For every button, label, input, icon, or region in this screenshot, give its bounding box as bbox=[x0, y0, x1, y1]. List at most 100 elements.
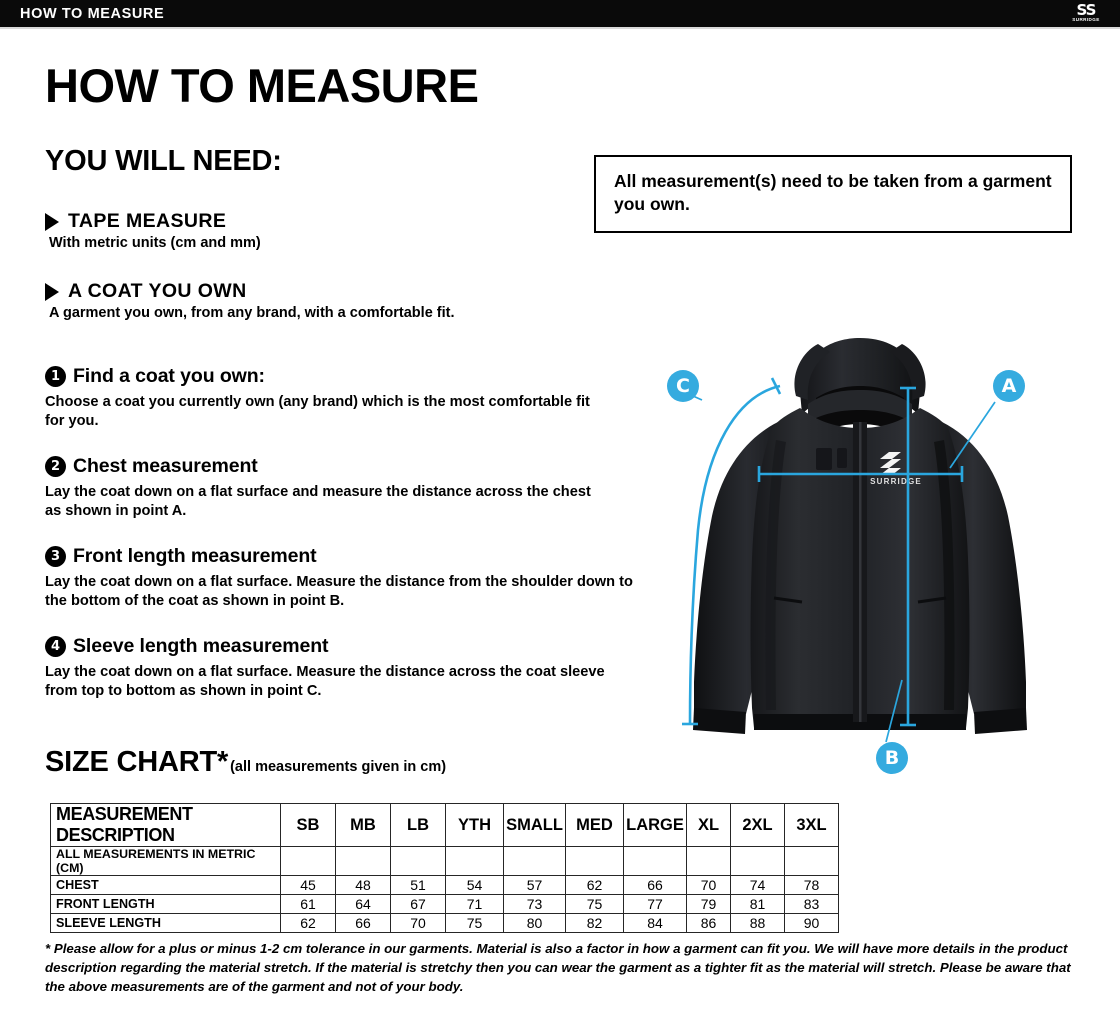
cell-sleeve-lb: 70 bbox=[390, 913, 446, 933]
empty-cell bbox=[445, 846, 504, 876]
cell-sleeve-yth: 75 bbox=[445, 913, 504, 933]
step-2: 2 Chest measurement Lay the coat down on… bbox=[45, 455, 605, 520]
cell-chest-mb: 48 bbox=[335, 875, 391, 895]
measure-marker-c: C bbox=[667, 370, 699, 402]
step-number-badge: 2 bbox=[45, 456, 66, 477]
need-item-tape-measure: TAPE MEASURE With metric units (cm and m… bbox=[45, 210, 261, 251]
chest-logo: SURRIDGE bbox=[870, 452, 921, 486]
cell-chest-2xl: 74 bbox=[730, 875, 785, 895]
measure-marker-a: A bbox=[993, 370, 1025, 402]
size-chart-table: MEASUREMENT DESCRIPTION SB MB LB YTH SMA… bbox=[50, 803, 839, 933]
col-header-mb: MB bbox=[335, 803, 391, 847]
step-title: Front length measurement bbox=[73, 545, 317, 567]
cell-sleeve-mb: 66 bbox=[335, 913, 391, 933]
you-will-need-heading: YOU WILL NEED: bbox=[45, 145, 282, 177]
header-bar: HOW TO MEASURE SS SURRIDGE bbox=[0, 0, 1120, 27]
footnote-text: * Please allow for a plus or minus 1-2 c… bbox=[45, 941, 1071, 994]
step-title: Chest measurement bbox=[73, 455, 258, 477]
table-row: CHEST 45 48 51 54 57 62 66 70 74 78 bbox=[50, 875, 839, 895]
step-header: 3 Front length measurement bbox=[45, 545, 645, 568]
cell-front-mb: 64 bbox=[335, 894, 391, 914]
marker-a-leader bbox=[949, 401, 996, 469]
step-number-badge: 3 bbox=[45, 546, 66, 567]
step-number-badge: 4 bbox=[45, 636, 66, 657]
callout-text: All measurement(s) need to be taken from… bbox=[614, 171, 1052, 215]
empty-cell bbox=[335, 846, 391, 876]
step-body: Lay the coat down on a flat surface. Mea… bbox=[45, 664, 605, 699]
step-4: 4 Sleeve length measurement Lay the coat… bbox=[45, 635, 605, 700]
jacket-illustration: SURRIDGE bbox=[682, 338, 1027, 743]
col-header-lb: LB bbox=[390, 803, 446, 847]
size-chart-title: SIZE CHART* bbox=[45, 746, 229, 778]
cell-chest-xl: 70 bbox=[686, 875, 731, 895]
triangle-bullet-icon bbox=[45, 212, 59, 231]
jacket-body bbox=[750, 408, 970, 730]
col-header-large: LARGE bbox=[623, 803, 687, 847]
table-row: FRONT LENGTH 61 64 67 71 73 75 77 79 81 … bbox=[50, 894, 839, 914]
empty-cell bbox=[784, 846, 839, 876]
col-header-med: MED bbox=[565, 803, 624, 847]
cell-sleeve-xl: 86 bbox=[686, 913, 731, 933]
cell-chest-3xl: 78 bbox=[784, 875, 839, 895]
col-header-xl: XL bbox=[686, 803, 731, 847]
need-item-header: TAPE MEASURE bbox=[45, 210, 261, 233]
need-item-header: A COAT YOU OWN bbox=[45, 280, 455, 303]
cell-front-2xl: 81 bbox=[730, 894, 785, 914]
step-header: 2 Chest measurement bbox=[45, 455, 605, 478]
step-body: Lay the coat down on a flat surface and … bbox=[45, 484, 591, 519]
cell-sleeve-large: 84 bbox=[623, 913, 687, 933]
cell-front-lb: 67 bbox=[390, 894, 446, 914]
cell-front-yth: 71 bbox=[445, 894, 504, 914]
row-label-sleeve-length: SLEEVE LENGTH bbox=[50, 913, 281, 933]
triangle-bullet-icon bbox=[45, 282, 59, 301]
empty-cell bbox=[565, 846, 624, 876]
col-header-2xl: 2XL bbox=[730, 803, 785, 847]
jacket-hood bbox=[794, 338, 926, 434]
brand-logo: SS SURRIDGE bbox=[1064, 1, 1108, 26]
header-divider bbox=[0, 27, 1120, 29]
cell-front-xl: 79 bbox=[686, 894, 731, 914]
col-header-sb: SB bbox=[280, 803, 336, 847]
cell-sleeve-med: 82 bbox=[565, 913, 624, 933]
cell-front-med: 75 bbox=[565, 894, 624, 914]
empty-cell bbox=[503, 846, 566, 876]
empty-cell bbox=[390, 846, 446, 876]
size-chart-heading: SIZE CHART* (all measurements given in c… bbox=[45, 748, 446, 777]
need-item-label: A COAT YOU OWN bbox=[68, 280, 247, 302]
need-item-detail: A garment you own, from any brand, with … bbox=[49, 305, 455, 321]
empty-cell bbox=[686, 846, 731, 876]
cell-sleeve-3xl: 90 bbox=[784, 913, 839, 933]
table-row-metric-note: ALL MEASUREMENTS IN METRIC (CM) bbox=[50, 846, 839, 876]
empty-cell bbox=[623, 846, 687, 876]
step-number-badge: 1 bbox=[45, 366, 66, 387]
cell-chest-med: 62 bbox=[565, 875, 624, 895]
col-header-description: MEASUREMENT DESCRIPTION bbox=[50, 803, 281, 847]
cell-chest-large: 66 bbox=[623, 875, 687, 895]
step-title: Find a coat you own: bbox=[73, 365, 265, 387]
callout-box: All measurement(s) need to be taken from… bbox=[594, 155, 1072, 233]
row-label-front-length: FRONT LENGTH bbox=[50, 894, 281, 914]
cell-chest-lb: 51 bbox=[390, 875, 446, 895]
step-1: 1 Find a coat you own: Choose a coat you… bbox=[45, 365, 605, 430]
metric-note: ALL MEASUREMENTS IN METRIC (CM) bbox=[50, 846, 281, 876]
measure-marker-b: B bbox=[876, 742, 908, 774]
need-item-coat: A COAT YOU OWN A garment you own, from a… bbox=[45, 280, 455, 321]
table-row: SLEEVE LENGTH 62 66 70 75 80 82 84 86 88… bbox=[50, 913, 839, 933]
cell-front-small: 73 bbox=[503, 894, 566, 914]
cell-sleeve-small: 80 bbox=[503, 913, 566, 933]
page-title: HOW TO MEASURE bbox=[45, 59, 479, 112]
col-header-3xl: 3XL bbox=[784, 803, 839, 847]
logo-s-mark: SS bbox=[1076, 1, 1097, 20]
size-chart-subtitle: (all measurements given in cm) bbox=[230, 759, 447, 775]
cell-chest-yth: 54 bbox=[445, 875, 504, 895]
need-item-detail: With metric units (cm and mm) bbox=[49, 235, 261, 251]
row-label-chest: CHEST bbox=[50, 875, 281, 895]
logo-wordmark: SURRIDGE bbox=[1072, 16, 1100, 22]
step-title: Sleeve length measurement bbox=[73, 635, 329, 657]
sleeve-measure-line bbox=[688, 384, 781, 725]
cell-sleeve-2xl: 88 bbox=[730, 913, 785, 933]
marker-b-leader bbox=[885, 679, 903, 743]
header-title: HOW TO MEASURE bbox=[20, 6, 165, 22]
cell-sleeve-sb: 62 bbox=[280, 913, 336, 933]
step-body: Choose a coat you currently own (any bra… bbox=[45, 394, 590, 429]
